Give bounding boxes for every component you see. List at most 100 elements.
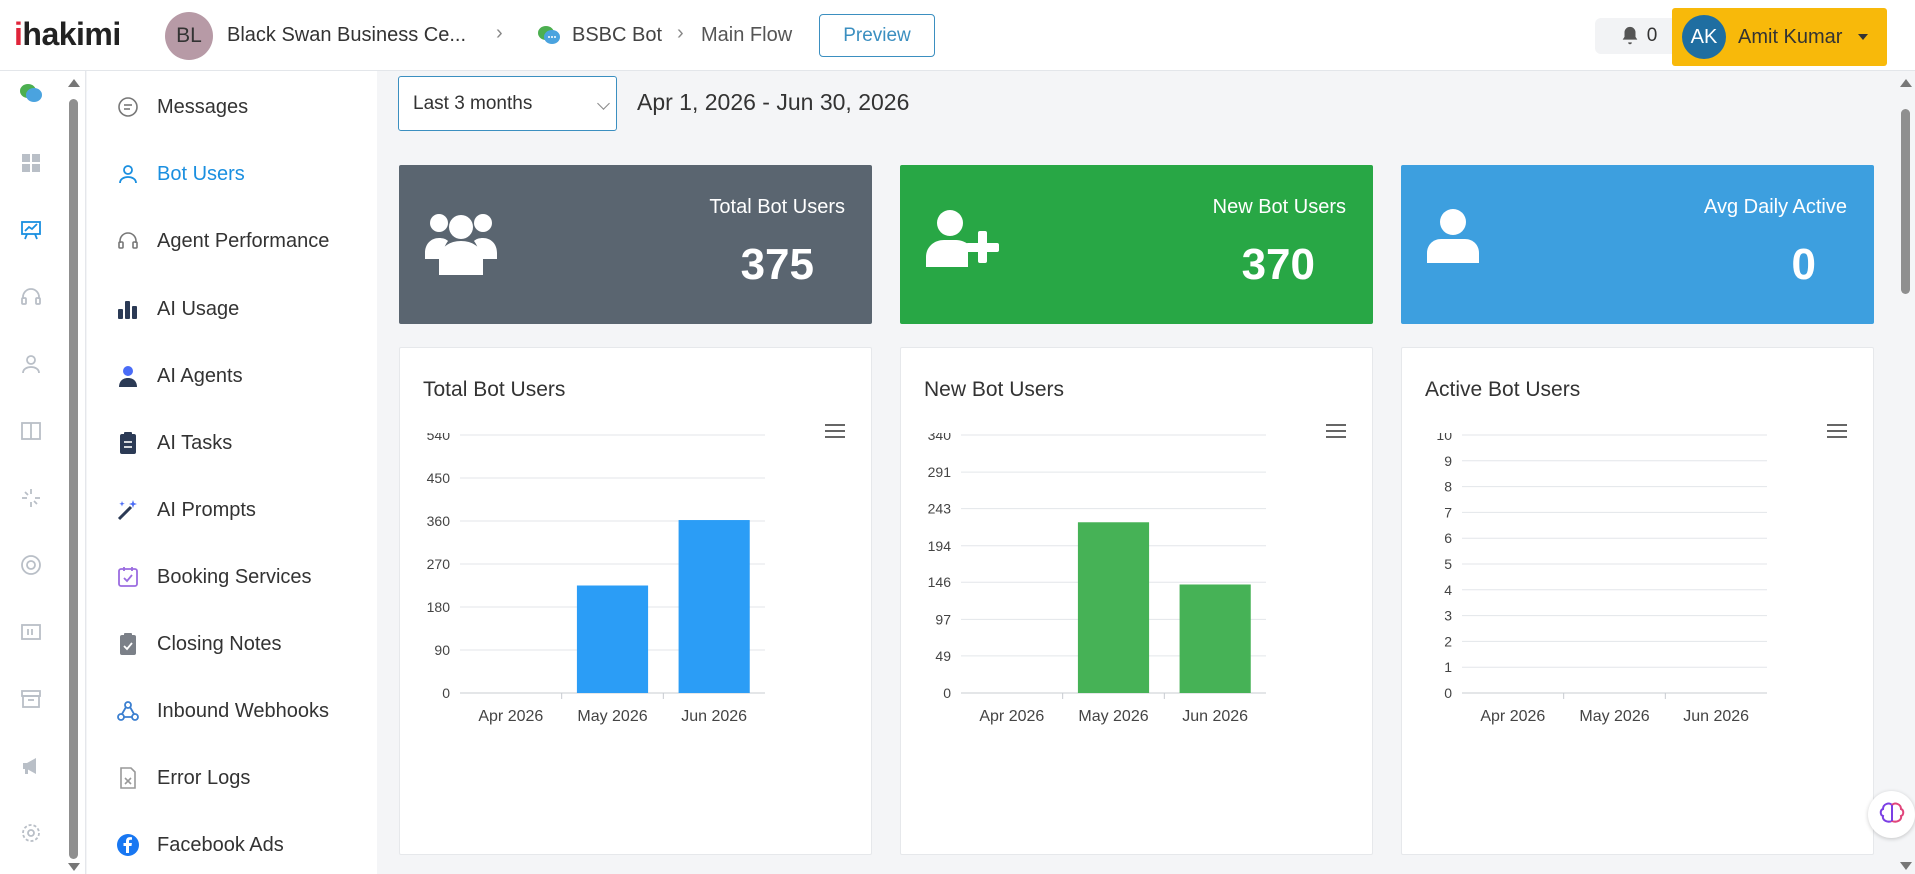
y-tick-label: 9 — [1444, 453, 1452, 469]
rail-scrollbar-thumb[interactable] — [69, 99, 78, 859]
page-scrollbar-thumb[interactable] — [1901, 109, 1910, 294]
stat-card-total-bot-users: Total Bot Users 375 — [399, 165, 872, 324]
page-scrollbar[interactable] — [1897, 71, 1915, 874]
app-logo[interactable]: ihakimi — [14, 16, 121, 53]
logo-text: hakimi — [22, 16, 121, 52]
x-tick-label: Apr 2026 — [1480, 708, 1545, 725]
menu-item-error-logs[interactable]: Error Logs — [87, 753, 377, 803]
analytics-presentation-icon[interactable] — [19, 218, 43, 242]
notifications-button[interactable]: 0 — [1595, 18, 1681, 54]
top-bar: ihakimi BL Black Swan Business Ce... › B… — [0, 0, 1915, 71]
x-tick-label: Apr 2026 — [979, 708, 1044, 725]
bar-chart: 0 1 2 3 4 5 6 7 8 9 10 Apr 2026 May 2026 Jun 2026 — [1436, 433, 1767, 725]
menu-item-closing-notes[interactable]: Closing Notes — [87, 619, 377, 669]
y-tick-label: 146 — [928, 574, 952, 590]
ai-assistant-button[interactable] — [1868, 791, 1915, 838]
chart-card-new-bot-users: New Bot Users 0 49 97 146 194 243 291 340 Apr 20… — [900, 347, 1373, 855]
y-tick-label: 90 — [434, 642, 450, 658]
menu-item-ai-prompts[interactable]: AI Prompts — [87, 485, 377, 535]
chevron-down-icon — [597, 97, 610, 110]
bar[interactable] — [678, 520, 750, 693]
menu-item-messages[interactable]: Messages — [87, 82, 377, 132]
webhook-icon — [114, 697, 142, 725]
menu-item-inbound-webhooks[interactable]: Inbound Webhooks — [87, 686, 377, 736]
chart-title: Active Bot Users — [1425, 378, 1581, 401]
chevron-right-icon: › — [496, 22, 503, 44]
scroll-up-arrow[interactable] — [1900, 79, 1912, 87]
chart-menu-icon[interactable] — [1326, 424, 1346, 442]
menu-item-bot-users[interactable]: Bot Users — [87, 149, 377, 199]
headset-icon[interactable] — [19, 285, 43, 309]
scroll-down-arrow[interactable] — [68, 863, 80, 871]
clipboard-check-icon — [114, 630, 142, 658]
menu-item-label: Booking Services — [157, 565, 312, 588]
megaphone-icon[interactable] — [19, 754, 43, 778]
dashboard-content: Last 3 months Apr 1, 2026 - Jun 30, 2026… — [377, 71, 1897, 874]
user-plus-icon — [926, 210, 999, 267]
clipboard-list-icon — [114, 429, 142, 457]
menu-item-booking-services[interactable]: Booking Services — [87, 552, 377, 602]
chart-menu-icon[interactable] — [1827, 424, 1847, 442]
menu-item-label: AI Prompts — [157, 498, 256, 521]
menu-item-label: AI Usage — [157, 297, 240, 320]
bot-name[interactable]: BSBC Bot — [572, 24, 663, 46]
menu-item-ai-usage[interactable]: AI Usage — [87, 284, 377, 334]
date-range-selected: Last 3 months — [413, 92, 533, 114]
sparkle-loader-icon[interactable] — [19, 486, 43, 510]
bar[interactable] — [576, 585, 649, 694]
x-tick-label: May 2026 — [577, 708, 647, 725]
settings-gear-icon[interactable] — [19, 821, 43, 845]
y-tick-label: 3 — [1444, 608, 1452, 624]
workspace-name[interactable]: Black Swan Business Ce... — [227, 24, 466, 46]
menu-item-label: Error Logs — [157, 766, 251, 789]
scroll-up-arrow[interactable] — [68, 79, 80, 87]
menu-item-facebook-ads[interactable]: Facebook Ads — [87, 820, 377, 870]
headset-icon — [114, 227, 142, 255]
y-tick-label: 540 — [427, 433, 451, 443]
workspace-avatar[interactable]: BL — [165, 12, 213, 60]
y-tick-label: 1 — [1444, 659, 1452, 675]
y-tick-label: 49 — [935, 648, 951, 664]
x-tick-label: May 2026 — [1579, 708, 1649, 725]
dashboard-grid-icon[interactable] — [19, 151, 43, 175]
y-tick-label: 194 — [928, 538, 952, 554]
table-icon[interactable] — [19, 620, 43, 644]
y-tick-label: 360 — [427, 513, 451, 529]
preview-button[interactable]: Preview — [819, 14, 935, 57]
chevron-right-icon: › — [677, 22, 684, 44]
chart-menu-icon[interactable] — [825, 424, 845, 442]
menu-item-agent-performance[interactable]: Agent Performance — [87, 216, 377, 266]
y-tick-label: 0 — [442, 685, 450, 701]
menu-item-label: AI Tasks — [157, 431, 233, 454]
icon-rail — [0, 71, 86, 874]
y-tick-label: 0 — [1444, 685, 1452, 701]
bar-chart: 0 90 180 270 360 450 540 Apr 2026 May 2026 Jun 20… — [427, 433, 765, 725]
chat-bubbles-icon[interactable] — [19, 81, 43, 105]
bar-chart: 0 49 97 146 194 243 291 340 Apr 2026 May 2026 Jun … — [928, 433, 1266, 725]
facebook-icon — [114, 831, 142, 859]
x-tick-label: Jun 2026 — [1683, 708, 1749, 725]
notification-count: 0 — [1646, 25, 1658, 46]
user-menu-button[interactable]: AK Amit Kumar — [1672, 8, 1887, 66]
archive-icon[interactable] — [19, 687, 43, 711]
user-icon[interactable] — [19, 352, 43, 376]
menu-item-ai-agents[interactable]: AI Agents — [87, 351, 377, 401]
stat-value: 370 — [1241, 240, 1315, 289]
lifebuoy-icon[interactable] — [19, 553, 43, 577]
menu-item-ai-tasks[interactable]: AI Tasks — [87, 418, 377, 468]
scroll-down-arrow[interactable] — [1900, 862, 1912, 870]
chart-card-total-bot-users: Total Bot Users 0 90 180 270 360 450 540 Apr 20… — [399, 347, 872, 855]
stat-label: New Bot Users — [1212, 196, 1346, 218]
bar[interactable] — [1179, 584, 1251, 693]
x-tick-label: May 2026 — [1078, 708, 1148, 725]
y-tick-label: 8 — [1444, 479, 1452, 495]
date-range-select[interactable]: Last 3 months — [398, 76, 617, 131]
stat-value: 375 — [740, 240, 814, 289]
flow-name[interactable]: Main Flow — [701, 24, 793, 46]
stat-value: 0 — [1791, 240, 1816, 289]
y-tick-label: 291 — [928, 464, 952, 480]
brain-icon — [1879, 802, 1904, 823]
columns-icon[interactable] — [19, 419, 43, 443]
y-tick-label: 6 — [1444, 530, 1452, 546]
bar[interactable] — [1077, 522, 1150, 693]
